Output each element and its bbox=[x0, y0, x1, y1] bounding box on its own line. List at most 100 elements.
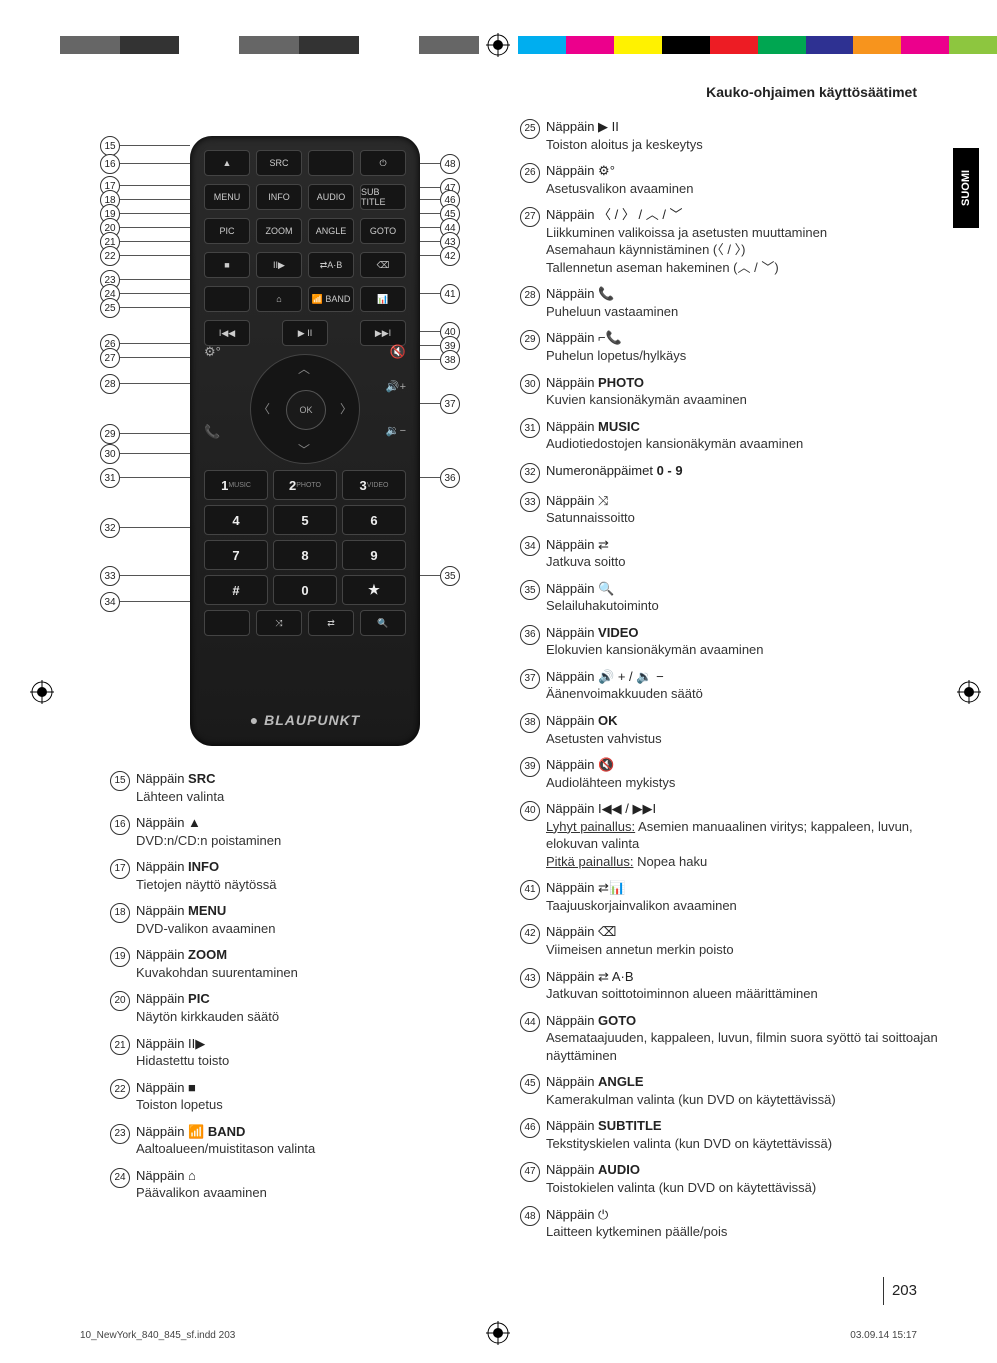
numpad-key: 2PHOTO bbox=[273, 470, 337, 500]
language-tab: SUOMI bbox=[953, 148, 979, 228]
legend-item-26: 26Näppäin ⚙°Asetusvalikon avaaminen bbox=[520, 162, 940, 197]
dpad: OK ︿ ﹀ 〈 〉 bbox=[250, 354, 360, 464]
callout-27: 27 bbox=[100, 348, 120, 368]
numpad-key: 1MUSIC bbox=[204, 470, 268, 500]
callout-22: 22 bbox=[100, 246, 120, 266]
footer: 10_NewYork_840_845_sf.indd 203 03.09.14 … bbox=[80, 1330, 917, 1341]
legend-item-45: 45Näppäin ANGLEKamerakulman valinta (kun… bbox=[520, 1073, 940, 1108]
remote-diagram: 1516171819202122232425262728293031323334… bbox=[110, 136, 490, 746]
numpad-key: 4 bbox=[204, 505, 268, 535]
legend-item-38: 38Näppäin OKAsetusten vahvistus bbox=[520, 712, 940, 747]
footer-filename: 10_NewYork_840_845_sf.indd 203 bbox=[80, 1330, 235, 1341]
callout-16: 16 bbox=[100, 154, 120, 174]
legend-item-48: 48Näppäin ⏻Laitteen kytkeminen päälle/po… bbox=[520, 1206, 940, 1241]
legend-item-19: 19Näppäin ZOOMKuvakohdan suurentaminen bbox=[110, 946, 490, 981]
callout-15: 15 bbox=[100, 136, 120, 156]
remote-button: ⏻ bbox=[360, 150, 406, 176]
settings-icon: ⚙° bbox=[204, 344, 221, 360]
remote-button: MENU bbox=[204, 184, 250, 210]
remote-button: SRC bbox=[256, 150, 302, 176]
registration-mark-left bbox=[30, 680, 54, 704]
remote-button: ⇄A·B bbox=[308, 252, 354, 278]
page-number: 203 bbox=[883, 1277, 917, 1305]
numpad-key: 3VIDEO bbox=[342, 470, 406, 500]
callout-37: 37 bbox=[440, 394, 460, 414]
legend-left: 15Näppäin SRCLähteen valinta 16Näppäin ▲D… bbox=[110, 770, 490, 1211]
legend-item-15: 15Näppäin SRCLähteen valinta bbox=[110, 770, 490, 805]
legend-item-46: 46Näppäin SUBTITLETekstityskielen valint… bbox=[520, 1117, 940, 1152]
legend-item-42: 42Näppäin ⌫Viimeisen annetun merkin pois… bbox=[520, 923, 940, 958]
legend-item-40: 40Näppäin I◀◀ / ▶▶ILyhyt painallus: Asem… bbox=[520, 800, 940, 870]
brand-label: BLAUPUNKT bbox=[190, 712, 420, 728]
legend-item-36: 36Näppäin VIDEOElokuvien kansionäkymän a… bbox=[520, 624, 940, 659]
numpad-key: 7 bbox=[204, 540, 268, 570]
remote-button: ▶ II bbox=[282, 320, 328, 346]
numpad: 1MUSIC2PHOTO3VIDEO456789#0★ bbox=[204, 470, 406, 605]
remote-button bbox=[204, 610, 250, 636]
remote-button: ZOOM bbox=[256, 218, 302, 244]
callout-33: 33 bbox=[100, 566, 120, 586]
legend-item-23: 23Näppäin 📶 BANDAaltoalueen/muistitason … bbox=[110, 1123, 490, 1158]
numpad-key: 0 bbox=[273, 575, 337, 605]
callout-42: 42 bbox=[440, 246, 460, 266]
legend-right: 25Näppäin ▶ IIToiston aloitus ja keskeyt… bbox=[520, 118, 940, 1250]
dpad-left: 〈 bbox=[258, 400, 270, 417]
remote-button: ⌂ bbox=[256, 286, 302, 312]
remote-button: ⤨ bbox=[256, 610, 302, 636]
phone-icon: 📞 bbox=[204, 424, 220, 440]
voldown-icon: 🔉− bbox=[386, 424, 406, 437]
remote-button: 📶 BAND bbox=[308, 286, 354, 312]
remote-button: II▶ bbox=[256, 252, 302, 278]
remote-button: 📊 bbox=[360, 286, 406, 312]
legend-item-29: 29Näppäin ⌐📞Puhelun lopetus/hylkäys bbox=[520, 329, 940, 364]
callout-38: 38 bbox=[440, 350, 460, 370]
callout-34: 34 bbox=[100, 592, 120, 612]
numpad-key: 6 bbox=[342, 505, 406, 535]
remote-button: SUB TITLE bbox=[360, 184, 406, 210]
legend-item-34: 34Näppäin ⇄Jatkuva soitto bbox=[520, 536, 940, 571]
remote-button: ■ bbox=[204, 252, 250, 278]
page-title: Kauko-ohjaimen käyttösäätimet bbox=[706, 84, 917, 100]
remote-body: ▲SRC⏻MENUINFOAUDIOSUB TITLEPICZOOMANGLEG… bbox=[190, 136, 420, 746]
legend-item-31: 31Näppäin MUSICAudiotiedostojen kansionä… bbox=[520, 418, 940, 453]
legend-item-21: 21Näppäin II▶Hidastettu toisto bbox=[110, 1035, 490, 1070]
remote-button: ▶▶I bbox=[360, 320, 406, 346]
remote-button: GOTO bbox=[360, 218, 406, 244]
legend-item-20: 20Näppäin PICNäytön kirkkauden säätö bbox=[110, 990, 490, 1025]
legend-item-28: 28Näppäin 📞Puheluun vastaaminen bbox=[520, 285, 940, 320]
callout-48: 48 bbox=[440, 154, 460, 174]
legend-item-22: 22Näppäin ■Toiston lopetus bbox=[110, 1079, 490, 1114]
legend-item-30: 30Näppäin PHOTOKuvien kansionäkymän avaa… bbox=[520, 374, 940, 409]
legend-item-44: 44Näppäin GOTOAsemataajuuden, kappaleen,… bbox=[520, 1012, 940, 1065]
numpad-key: 5 bbox=[273, 505, 337, 535]
dpad-right: 〉 bbox=[340, 400, 352, 417]
remote-button bbox=[204, 286, 250, 312]
remote-button bbox=[308, 150, 354, 176]
legend-item-35: 35Näppäin 🔍Selailuhakutoiminto bbox=[520, 580, 940, 615]
legend-item-27: 27Näppäin 〈 / 〉 / ︿ / ﹀Liikkuminen valik… bbox=[520, 206, 940, 276]
legend-item-33: 33Näppäin ⤨Satunnaissoitto bbox=[520, 492, 940, 527]
callout-25: 25 bbox=[100, 298, 120, 318]
legend-item-39: 39Näppäin 🔇Audiolähteen mykistys bbox=[520, 756, 940, 791]
remote-button: ▲ bbox=[204, 150, 250, 176]
ok-button: OK bbox=[286, 390, 326, 430]
registration-mark-right bbox=[957, 680, 981, 704]
legend-item-18: 18Näppäin MENUDVD-valikon avaaminen bbox=[110, 902, 490, 937]
legend-item-37: 37Näppäin 🔊 + / 🔉 −Äänenvoimakkuuden sää… bbox=[520, 668, 940, 703]
legend-item-41: 41Näppäin ⇄📊Taajuuskorjainvalikon avaami… bbox=[520, 879, 940, 914]
remote-button: ⌫ bbox=[360, 252, 406, 278]
legend-item-16: 16Näppäin ▲DVD:n/CD:n poistaminen bbox=[110, 814, 490, 849]
remote-button: ⇄ bbox=[308, 610, 354, 636]
legend-item-25: 25Näppäin ▶ IIToiston aloitus ja keskeyt… bbox=[520, 118, 940, 153]
remote-button: 🔍 bbox=[360, 610, 406, 636]
callout-28: 28 bbox=[100, 374, 120, 394]
remote-button: AUDIO bbox=[308, 184, 354, 210]
remote-button: ANGLE bbox=[308, 218, 354, 244]
legend-item-47: 47Näppäin AUDIOToistokielen valinta (kun… bbox=[520, 1161, 940, 1196]
callout-30: 30 bbox=[100, 444, 120, 464]
remote-button: PIC bbox=[204, 218, 250, 244]
remote-button: I◀◀ bbox=[204, 320, 250, 346]
numpad-key: 8 bbox=[273, 540, 337, 570]
callout-31: 31 bbox=[100, 468, 120, 488]
numpad-key: # bbox=[204, 575, 268, 605]
